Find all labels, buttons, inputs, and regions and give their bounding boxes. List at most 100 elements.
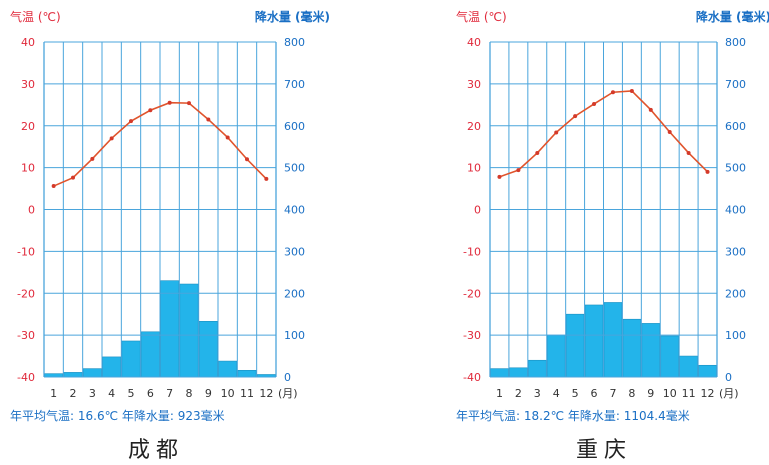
month-tick-label: 7 — [166, 387, 173, 400]
temperature-tick-label: -20 — [17, 287, 35, 300]
precipitation-bar — [603, 302, 623, 378]
precipitation-bar — [660, 335, 679, 378]
precipitation-bar — [63, 372, 83, 378]
city-name: 重庆 — [576, 438, 632, 463]
temperature-point — [245, 157, 249, 162]
precipitation-bar — [565, 313, 585, 378]
temperature-tick-label: 10 — [467, 162, 481, 175]
precipitation-bar — [528, 359, 547, 378]
precipitation-tick-label: 300 — [284, 245, 305, 258]
chart-chengdu: 403020100-10-20-30-408007006005004003002… — [10, 9, 330, 463]
precipitation-bar — [641, 323, 661, 378]
precipitation-bar — [140, 331, 160, 378]
temperature-tick-label: -30 — [463, 329, 481, 342]
temperature-tick-label: -40 — [463, 371, 481, 384]
month-tick-label: 5 — [128, 387, 135, 400]
precipitation-bar — [490, 368, 509, 378]
precipitation-bar — [44, 373, 64, 378]
precipitation-tick-label: 0 — [284, 371, 291, 384]
precipitation-tick-label: 500 — [284, 162, 305, 175]
precipitation-bar — [82, 368, 102, 378]
precipitation-bar — [509, 367, 528, 378]
temperature-point — [71, 175, 75, 180]
month-tick-label: 2 — [515, 387, 522, 400]
right-axis-title: 降水量 (毫米) — [255, 9, 330, 24]
precipitation-tick-label: 300 — [725, 245, 746, 258]
right-axis-title: 降水量 (毫米) — [696, 9, 769, 24]
precipitation-bar — [622, 318, 642, 378]
month-tick-label: 4 — [553, 387, 560, 400]
temperature-point — [629, 88, 634, 93]
precipitation-tick-label: 700 — [725, 78, 746, 91]
precipitation-tick-label: 100 — [725, 329, 746, 342]
temperature-point — [129, 119, 133, 124]
month-tick-label: 11 — [682, 387, 696, 400]
month-tick-label: 9 — [205, 387, 212, 400]
precipitation-tick-label: 200 — [725, 287, 746, 300]
temperature-point — [648, 107, 653, 112]
precipitation-bar — [546, 334, 566, 378]
precipitation-tick-label: 400 — [725, 204, 746, 217]
month-tick-label: 3 — [89, 387, 96, 400]
precipitation-bar — [160, 280, 180, 378]
precipitation-bar — [102, 356, 122, 378]
temperature-tick-label: -10 — [17, 245, 35, 258]
left-axis-title: 气温 (℃) — [10, 9, 61, 24]
chart-chongqing: 403020100-10-20-30-408007006005004003002… — [456, 9, 769, 463]
temperature-point — [225, 135, 230, 140]
temperature-tick-label: 0 — [28, 204, 35, 217]
temperature-line — [53, 101, 267, 187]
precipitation-bar — [218, 360, 238, 378]
temperature-point — [206, 117, 211, 122]
temperature-point — [109, 136, 114, 141]
left-axis-title: 气温 (℃) — [456, 9, 507, 24]
precipitation-bar — [198, 321, 218, 378]
temperature-point — [610, 90, 615, 95]
temperature-point — [705, 169, 710, 174]
precipitation-tick-label: 400 — [284, 204, 305, 217]
month-tick-label: 4 — [108, 387, 115, 400]
temperature-tick-label: -20 — [463, 287, 481, 300]
temperature-point — [167, 100, 172, 105]
precipitation-bar — [698, 364, 717, 378]
temperature-tick-label: 10 — [21, 162, 35, 175]
precipitation-tick-label: 800 — [725, 36, 746, 49]
precipitation-tick-label: 100 — [284, 329, 305, 342]
month-tick-label: 11 — [240, 387, 254, 400]
temperature-point — [573, 114, 578, 119]
x-unit-label: (月) — [719, 387, 739, 400]
temperature-point — [554, 130, 559, 135]
temperature-point — [187, 101, 191, 106]
temperature-point — [516, 168, 521, 173]
temperature-tick-label: 30 — [21, 78, 35, 91]
precipitation-tick-label: 700 — [284, 78, 305, 91]
annual-summary: 年平均气温: 16.6℃ 年降水量: 923毫米 — [10, 408, 225, 423]
month-tick-label: 8 — [628, 387, 635, 400]
temperature-tick-label: 0 — [474, 204, 481, 217]
month-tick-label: 2 — [70, 387, 77, 400]
month-tick-label: 7 — [609, 387, 616, 400]
month-tick-label: 6 — [591, 387, 598, 400]
precipitation-bar — [179, 283, 199, 378]
temperature-tick-label: -10 — [463, 245, 481, 258]
temperature-point — [264, 176, 269, 181]
month-tick-label: 8 — [186, 387, 193, 400]
temperature-tick-label: -30 — [17, 329, 35, 342]
temperature-point — [497, 174, 502, 179]
temperature-line — [499, 90, 709, 178]
month-tick-label: 1 — [50, 387, 57, 400]
x-unit-label: (月) — [278, 387, 298, 400]
temperature-point — [592, 101, 597, 106]
temperature-point — [148, 108, 153, 113]
temperature-tick-label: 40 — [21, 36, 35, 49]
temperature-point — [90, 156, 95, 161]
temperature-point — [535, 150, 540, 155]
month-tick-label: 9 — [647, 387, 654, 400]
month-tick-label: 10 — [221, 387, 235, 400]
precipitation-bar — [121, 340, 141, 378]
precipitation-tick-label: 500 — [725, 162, 746, 175]
month-tick-label: 12 — [259, 387, 273, 400]
temperature-point — [686, 150, 691, 155]
precipitation-tick-label: 600 — [284, 120, 305, 133]
